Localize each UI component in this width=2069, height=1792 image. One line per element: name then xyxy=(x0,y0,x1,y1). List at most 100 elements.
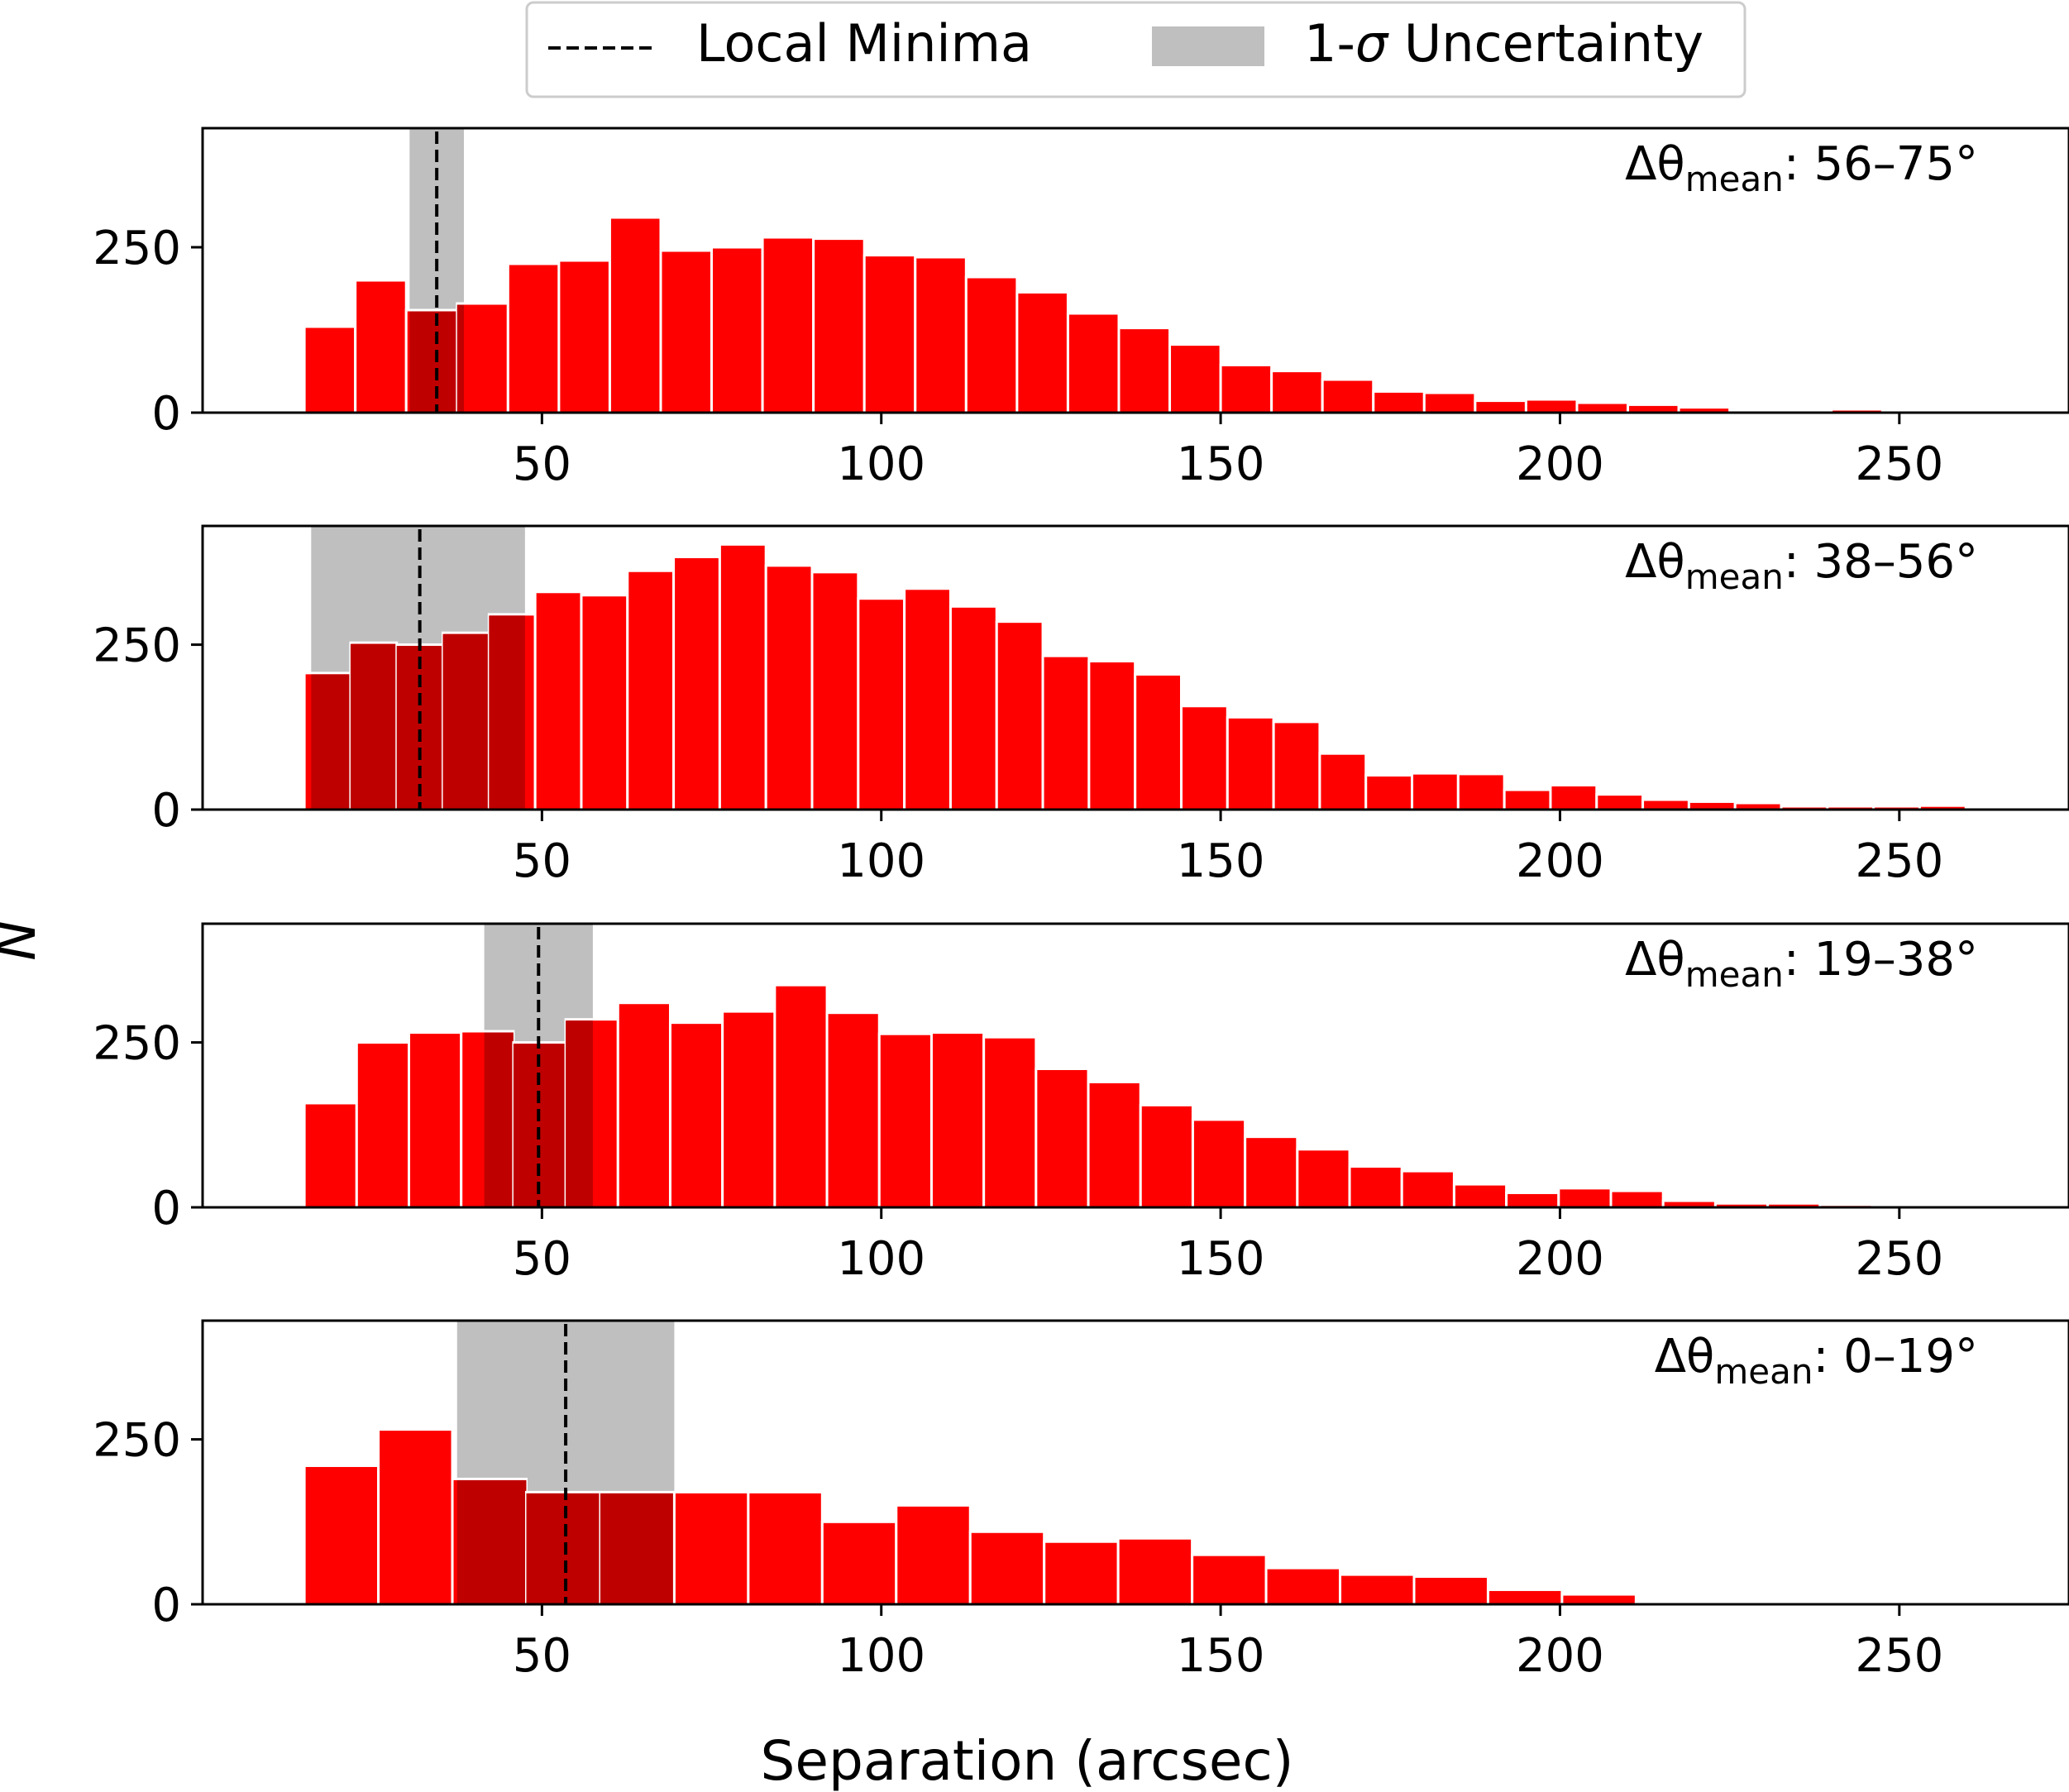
bar xyxy=(659,249,714,414)
y-axis-label: N xyxy=(0,920,48,960)
bar xyxy=(857,597,906,811)
bar xyxy=(616,1001,671,1209)
bar xyxy=(668,1021,724,1209)
bar xyxy=(1456,772,1506,811)
panel-annotation: Δθmean: 0–19° xyxy=(1655,1330,1978,1392)
bar xyxy=(948,605,998,811)
x-axis-label: Separation (arcsec) xyxy=(760,1729,1293,1792)
bar xyxy=(456,302,509,414)
bar xyxy=(1226,715,1275,811)
bar xyxy=(1134,672,1183,811)
bar xyxy=(718,542,767,811)
bar xyxy=(354,279,408,414)
bar xyxy=(1219,363,1273,414)
bar xyxy=(1422,391,1477,414)
bar xyxy=(1087,660,1137,811)
bar xyxy=(557,259,611,414)
bar xyxy=(914,256,968,414)
bar-series xyxy=(303,216,1985,414)
panel-annotation: Δθmean: 19–38° xyxy=(1625,933,1978,995)
bar xyxy=(1321,378,1375,414)
bar xyxy=(1641,798,1690,811)
bar xyxy=(995,620,1044,811)
y-tick-label: 0 xyxy=(151,387,181,441)
bar xyxy=(1272,720,1321,811)
bar xyxy=(982,1035,1038,1209)
panel-19-38: 50 100 150 200 250 0 250 Δθmean: 19–38° xyxy=(93,922,2069,1286)
bar xyxy=(1486,1588,1564,1606)
annotation-subscript: mean xyxy=(1685,557,1784,597)
x-tick-label: 100 xyxy=(837,1629,925,1683)
bar xyxy=(1296,1148,1351,1209)
bar-overlap xyxy=(396,646,443,810)
bar xyxy=(303,1464,380,1606)
x-tick-label: 200 xyxy=(1516,437,1604,491)
bar xyxy=(1474,399,1527,414)
bar xyxy=(1264,1566,1342,1606)
panel-0-19: 50 100 150 200 250 0 250 Δθmean: 0–19° xyxy=(93,1319,2069,1683)
bar xyxy=(812,237,866,414)
bar xyxy=(1364,774,1414,811)
bar-overlap xyxy=(409,311,457,413)
annotation-range: : 38–56° xyxy=(1784,535,1978,589)
bar xyxy=(968,1530,1046,1606)
bar xyxy=(1452,1183,1508,1209)
annotation-symbol: Δθ xyxy=(1655,1330,1715,1383)
bar xyxy=(764,564,814,811)
bar-overlap xyxy=(600,1493,675,1604)
y-tick-label: 250 xyxy=(93,619,181,673)
x-tick-label: 50 xyxy=(513,1232,571,1286)
x-tick-label: 150 xyxy=(1177,834,1265,888)
annotation-subscript: mean xyxy=(1685,159,1784,199)
bar xyxy=(1575,401,1630,414)
x-tick-label: 250 xyxy=(1855,834,1943,888)
annotation-range: : 0–19° xyxy=(1813,1330,1978,1383)
bar xyxy=(903,587,952,811)
legend: Local Minima 1-σ Uncertainty xyxy=(525,1,1746,98)
bar xyxy=(1244,1135,1299,1209)
bar xyxy=(1270,370,1324,414)
bar xyxy=(1179,705,1229,811)
x-tick-label: 100 xyxy=(837,834,925,888)
x-tick-label: 150 xyxy=(1177,437,1265,491)
annotation-range: : 56–75° xyxy=(1784,137,1978,191)
bar xyxy=(672,555,721,811)
bar xyxy=(377,1428,454,1606)
bar-overlap xyxy=(566,1020,593,1207)
bar xyxy=(408,1031,463,1209)
bar xyxy=(626,569,676,811)
bar xyxy=(964,275,1019,414)
bar xyxy=(533,590,583,811)
bar xyxy=(1087,1080,1142,1209)
y-tick-label: 250 xyxy=(93,1414,181,1468)
bar xyxy=(895,1503,972,1606)
bar xyxy=(810,571,860,811)
bar-overlap xyxy=(526,1493,600,1604)
bar xyxy=(1503,788,1552,811)
bar xyxy=(877,1032,933,1209)
bar xyxy=(1015,290,1069,414)
y-tick-label: 0 xyxy=(151,1579,181,1632)
bar xyxy=(862,254,917,414)
axes-frame xyxy=(201,127,2069,414)
bar xyxy=(773,983,829,1209)
bar xyxy=(506,262,561,414)
bar xyxy=(1339,1573,1416,1606)
bar xyxy=(1595,793,1645,811)
bar-overlap xyxy=(350,643,397,810)
bar-overlap xyxy=(442,633,490,810)
legend-uncertainty-sigma: σ xyxy=(1355,13,1389,74)
annotation-symbol: Δθ xyxy=(1625,933,1685,987)
x-tick-label: 50 xyxy=(513,437,571,491)
bar xyxy=(1557,1187,1613,1209)
legend-local-minima-label: Local Minima xyxy=(696,13,1032,74)
bar xyxy=(608,216,662,414)
annotation-range: : 19–38° xyxy=(1784,933,1978,987)
x-tick-label: 200 xyxy=(1516,1232,1604,1286)
bar xyxy=(761,236,815,414)
legend-uncertainty-suffix: Uncertainty xyxy=(1388,13,1703,74)
bar xyxy=(721,1010,776,1209)
annotation-subscript: mean xyxy=(1714,1351,1813,1392)
bar-overlap xyxy=(513,1044,566,1207)
